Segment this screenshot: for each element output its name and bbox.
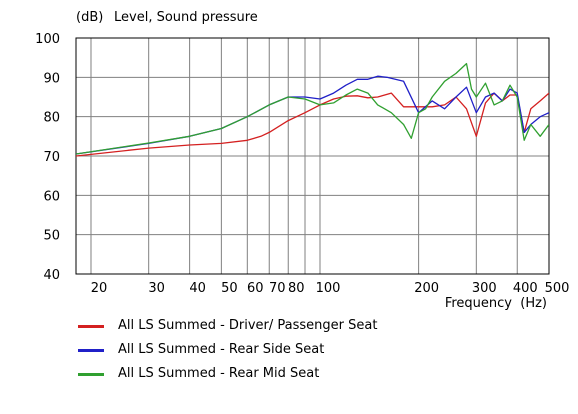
y-tick-label: 60 xyxy=(43,189,60,204)
y-tick-label: 100 xyxy=(35,32,60,47)
legend-swatch xyxy=(78,373,104,376)
legend-entry: All LS Summed - Rear Side Seat xyxy=(78,340,438,364)
y-tick-label: 80 xyxy=(43,111,60,126)
x-tick-label: 50 xyxy=(221,281,238,296)
legend-label: All LS Summed - Rear Side Seat xyxy=(118,342,325,357)
series-line-1 xyxy=(76,92,549,157)
legend-entry: All LS Summed - Rear Mid Seat xyxy=(78,364,438,388)
x-tick-label: 500 xyxy=(545,281,570,296)
legend: All LS Summed - Driver/ Passenger Seat Al… xyxy=(78,316,438,388)
y-tick-label: 70 xyxy=(43,150,60,165)
series-line-3 xyxy=(76,62,549,155)
x-tick-label: 20 xyxy=(91,281,108,296)
legend-entry: All LS Summed - Driver/ Passenger Seat xyxy=(78,316,438,340)
chart-title: Level, Sound pressure xyxy=(114,10,258,25)
x-tick-label: 60 xyxy=(247,281,264,296)
legend-label: All LS Summed - Rear Mid Seat xyxy=(118,366,320,381)
x-tick-label: 70 xyxy=(269,281,286,296)
x-tick-label: 300 xyxy=(472,281,497,296)
y-tick-label: 40 xyxy=(43,268,60,283)
legend-label: All LS Summed - Driver/ Passenger Seat xyxy=(118,318,378,333)
legend-swatch xyxy=(78,349,104,352)
x-tick-label: 400 xyxy=(513,281,538,296)
legend-swatch xyxy=(78,325,104,328)
x-tick-label: 80 xyxy=(288,281,305,296)
x-tick-label: 40 xyxy=(189,281,206,296)
y-tick-label: 90 xyxy=(43,71,60,86)
y-tick-label: 50 xyxy=(43,229,60,244)
x-tick-label: 100 xyxy=(316,281,341,296)
x-tick-label: 200 xyxy=(414,281,439,296)
x-tick-label: 30 xyxy=(148,281,165,296)
x-axis-label: Frequency (Hz) xyxy=(445,296,547,311)
y-axis-unit: (dB) xyxy=(76,10,103,25)
